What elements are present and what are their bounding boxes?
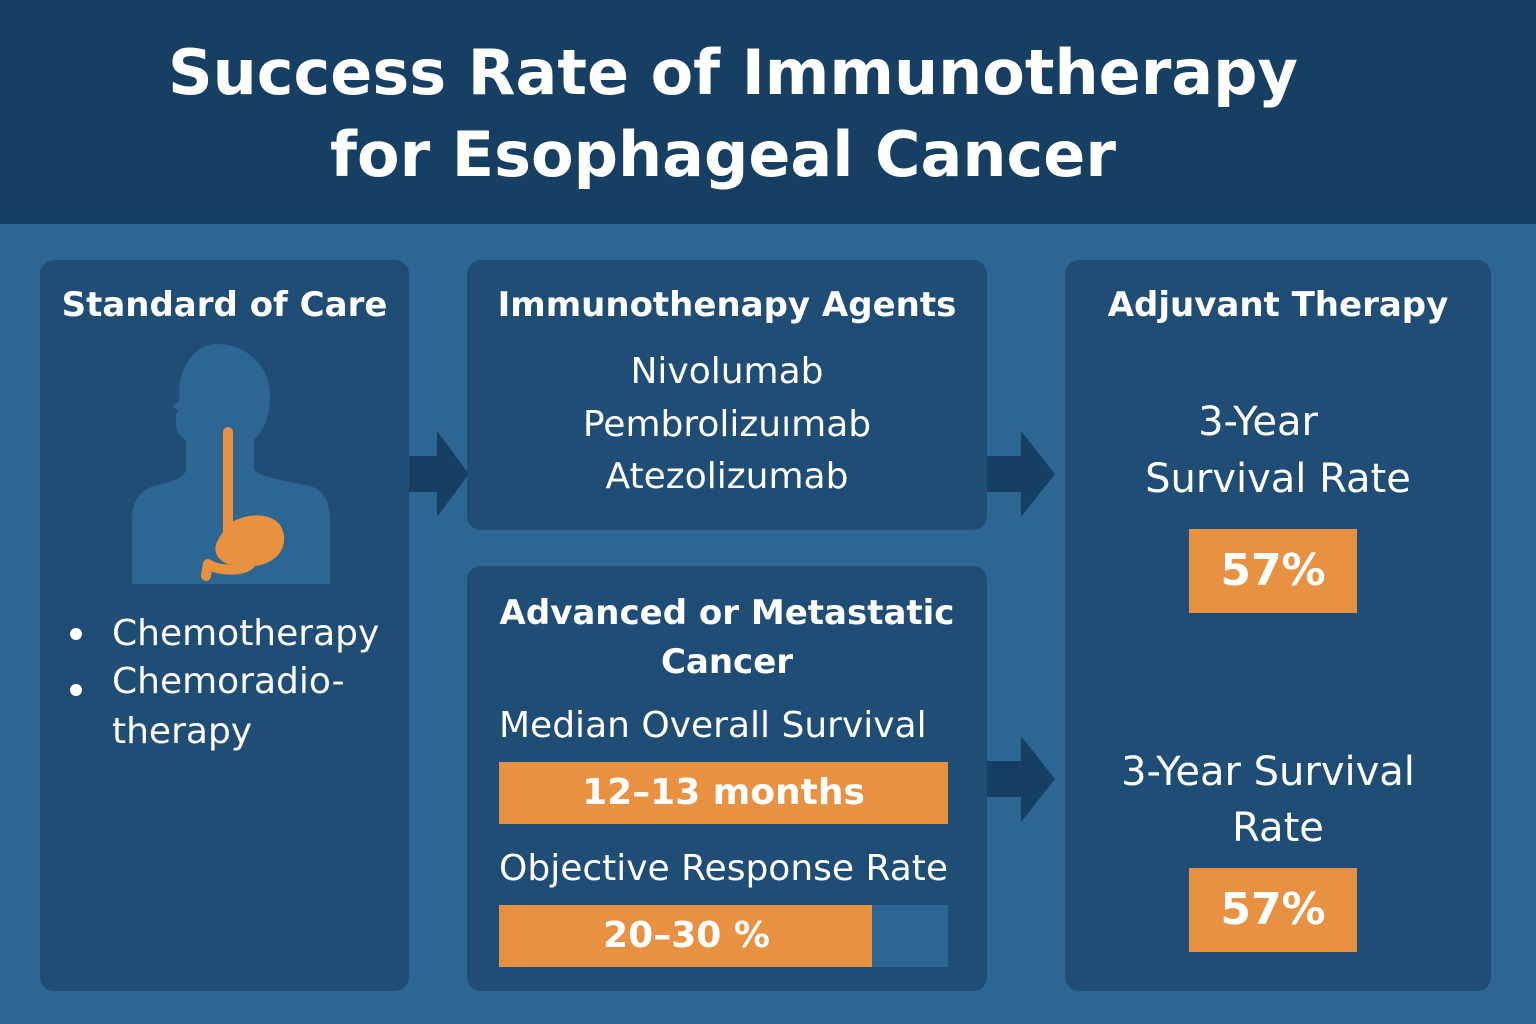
survival-rate-title-2b: Rate xyxy=(1232,805,1324,851)
list-item-continuation: therapy xyxy=(112,711,253,752)
survival-rate-badge-1: 57% xyxy=(1189,529,1357,613)
survival-rate-title-1b: Survival Rate xyxy=(1145,456,1411,502)
adjuvant-heading: Adjuvant Therapy xyxy=(1107,285,1449,325)
human-silhouette-esophagus-icon xyxy=(132,344,330,584)
agent-item: Pembrolizuımab xyxy=(582,404,872,445)
immunotherapy-agents-panel: Immunothenapy Agents Nivolumab Pembroliz… xyxy=(467,260,987,530)
survival-rate-title-2a: 3-Year Survival xyxy=(1121,749,1415,795)
response-rate-bar: 20–30 % xyxy=(499,905,948,967)
bullet-icon xyxy=(70,684,82,696)
agents-heading: Immunothenapy Agents xyxy=(497,285,957,325)
agent-item: Atezolizumab xyxy=(605,456,849,497)
survival-rate-badge-2: 57% xyxy=(1189,868,1357,952)
agent-item: Nivolumab xyxy=(630,351,824,392)
response-rate-bar-fill xyxy=(499,905,872,967)
response-rate-value: 20–30 % xyxy=(603,915,770,956)
standard-of-care-heading: Standard of Care xyxy=(61,285,388,325)
advanced-metastatic-panel: Advanced or Metastatic Cancer Median Ove… xyxy=(467,566,987,991)
advanced-heading-line1: Advanced or Metastatic xyxy=(499,593,955,633)
survival-rate-title-1a: 3-Year xyxy=(1198,399,1318,445)
arrow-right-icon xyxy=(409,431,469,517)
bullet-icon xyxy=(70,628,82,640)
adjuvant-therapy-panel: Adjuvant Therapy 3-Year Survival Rate 57… xyxy=(1065,260,1491,991)
response-rate-label: Objective Response Rate xyxy=(499,848,949,889)
standard-of-care-list: Chemotherapy Chemoradio- therapy xyxy=(70,610,379,756)
advanced-heading-line2: Cancer xyxy=(660,642,794,682)
arrow-right-icon xyxy=(987,736,1055,822)
median-survival-bar-fill xyxy=(499,762,948,824)
page-title-line1: Success Rate of Immunotherapy xyxy=(168,36,1298,109)
median-survival-bar: 12–13 months xyxy=(499,762,948,824)
list-item: Chemoradio- xyxy=(70,658,379,706)
header-banner: Success Rate of Immunotherapy for Esopha… xyxy=(0,0,1536,224)
page-title-line2: for Esophageal Cancer xyxy=(330,118,1116,191)
arrow-right-icon xyxy=(987,431,1055,517)
list-item: Chemotherapy xyxy=(70,610,379,658)
median-survival-label: Median Overall Survival xyxy=(499,705,927,746)
median-survival-value: 12–13 months xyxy=(582,772,865,813)
